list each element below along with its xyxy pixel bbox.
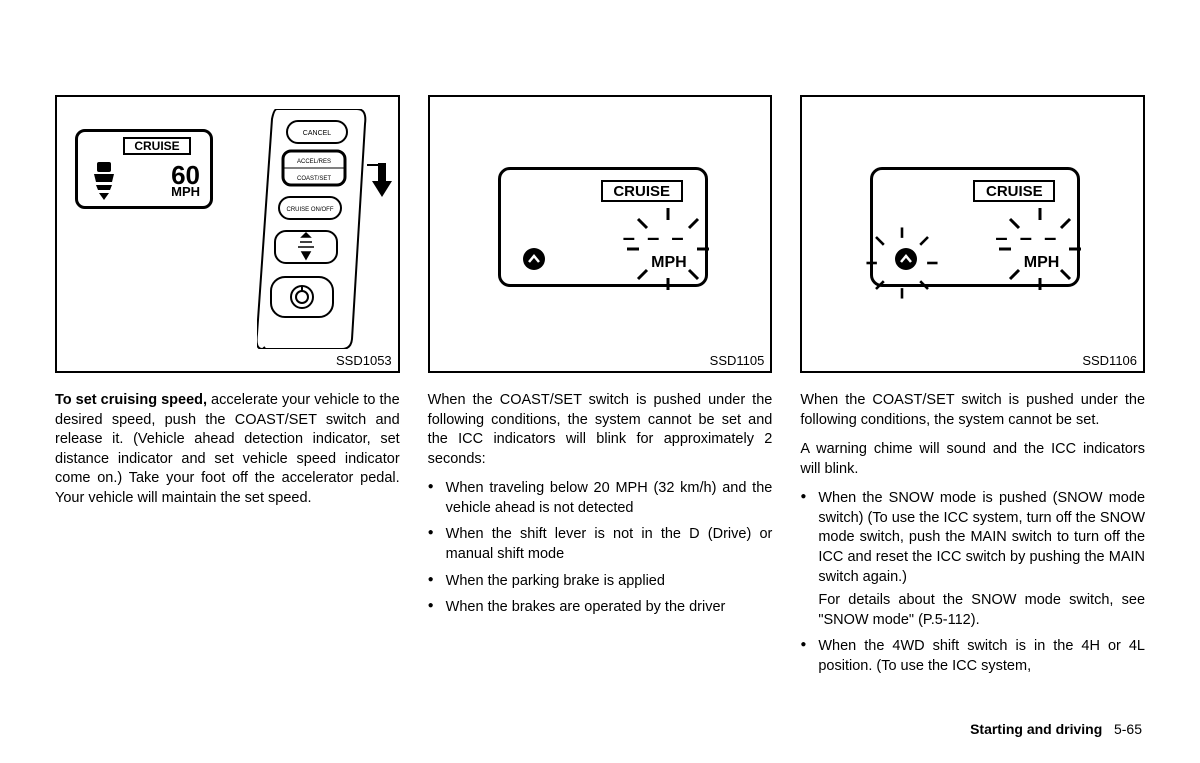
col1-para1: To set cruising speed, accelerate your v… xyxy=(55,391,400,508)
fig2-dashes: – – – xyxy=(623,225,687,251)
fig2-id: SSD1105 xyxy=(710,353,765,368)
fig1-button-panel: CANCEL ACCEL/RES COAST/SET CRUISE ON/OFF xyxy=(257,109,367,349)
fig2-cruise-label: CRUISE xyxy=(601,180,683,202)
col3-bullet-1-text: When the SNOW mode is pushed (SNOW mode … xyxy=(818,490,1145,584)
col2-bullet-1: When traveling below 20 MPH (32 km/h) an… xyxy=(446,479,773,518)
col3-para1: When the COAST/SET switch is pushed unde… xyxy=(800,391,1145,430)
fig3-mph: MPH xyxy=(1024,254,1060,272)
figure-3: CRUISE xyxy=(800,95,1145,373)
col3-para2: A warning chime will sound and the ICC i… xyxy=(800,440,1145,479)
col2-bullet-3: When the parking brake is applied xyxy=(446,572,773,592)
page-columns: CRUISE 60 MPH CANCEL ACCEL/RES xyxy=(55,95,1145,683)
fig1-speed-unit: MPH xyxy=(171,184,200,199)
col2-bullets: When traveling below 20 MPH (32 km/h) an… xyxy=(428,479,773,617)
fig2-mph: MPH xyxy=(651,254,687,272)
car-ahead-icon xyxy=(90,160,118,202)
fig3-dashes: – – – xyxy=(995,225,1059,251)
col2-bullet-2: When the shift lever is not in the D (Dr… xyxy=(446,525,773,564)
col1-para1-bold: To set cruising speed, xyxy=(55,392,207,408)
col2-bullet-4: When the brakes are operated by the driv… xyxy=(446,598,773,618)
down-arrow-icon xyxy=(367,157,397,202)
figure-1: CRUISE 60 MPH CANCEL ACCEL/RES xyxy=(55,95,400,373)
fig1-cruise-label: CRUISE xyxy=(123,137,191,155)
svg-text:CANCEL: CANCEL xyxy=(303,130,332,137)
footer-section: Starting and driving xyxy=(970,721,1102,737)
column-1: CRUISE 60 MPH CANCEL ACCEL/RES xyxy=(55,95,400,683)
col3-bullets: When the SNOW mode is pushed (SNOW mode … xyxy=(800,489,1145,676)
fig1-id: SSD1053 xyxy=(336,353,392,368)
col1-para1-rest: accelerate your vehicle to the desired s… xyxy=(55,392,400,506)
col3-bullet-1-note: For details about the SNOW mode switch, … xyxy=(818,591,1145,630)
figure-2: CRUISE – – – MPH xyxy=(428,95,773,373)
fig3-id: SSD1106 xyxy=(1082,353,1137,368)
fig3-display: CRUISE xyxy=(870,167,1080,287)
col3-bullet-2: When the 4WD shift switch is in the 4H o… xyxy=(818,637,1145,676)
col2-para1: When the COAST/SET switch is pushed unde… xyxy=(428,391,773,469)
column-2: CRUISE – – – MPH xyxy=(428,95,773,683)
svg-text:ACCEL/RES: ACCEL/RES xyxy=(297,159,331,165)
column-3: CRUISE xyxy=(800,95,1145,683)
fig2-display: CRUISE – – – MPH xyxy=(498,167,708,287)
page-footer: Starting and driving 5-65 xyxy=(970,721,1142,737)
chevron-up-icon xyxy=(523,248,545,270)
fig3-cruise-label: CRUISE xyxy=(973,180,1055,202)
col3-bullet-1: When the SNOW mode is pushed (SNOW mode … xyxy=(818,489,1145,630)
svg-text:CRUISE ON/OFF: CRUISE ON/OFF xyxy=(286,207,333,213)
svg-text:COAST/SET: COAST/SET xyxy=(297,176,331,182)
fig1-display: CRUISE 60 MPH xyxy=(75,129,213,209)
footer-page: 5-65 xyxy=(1114,721,1142,737)
